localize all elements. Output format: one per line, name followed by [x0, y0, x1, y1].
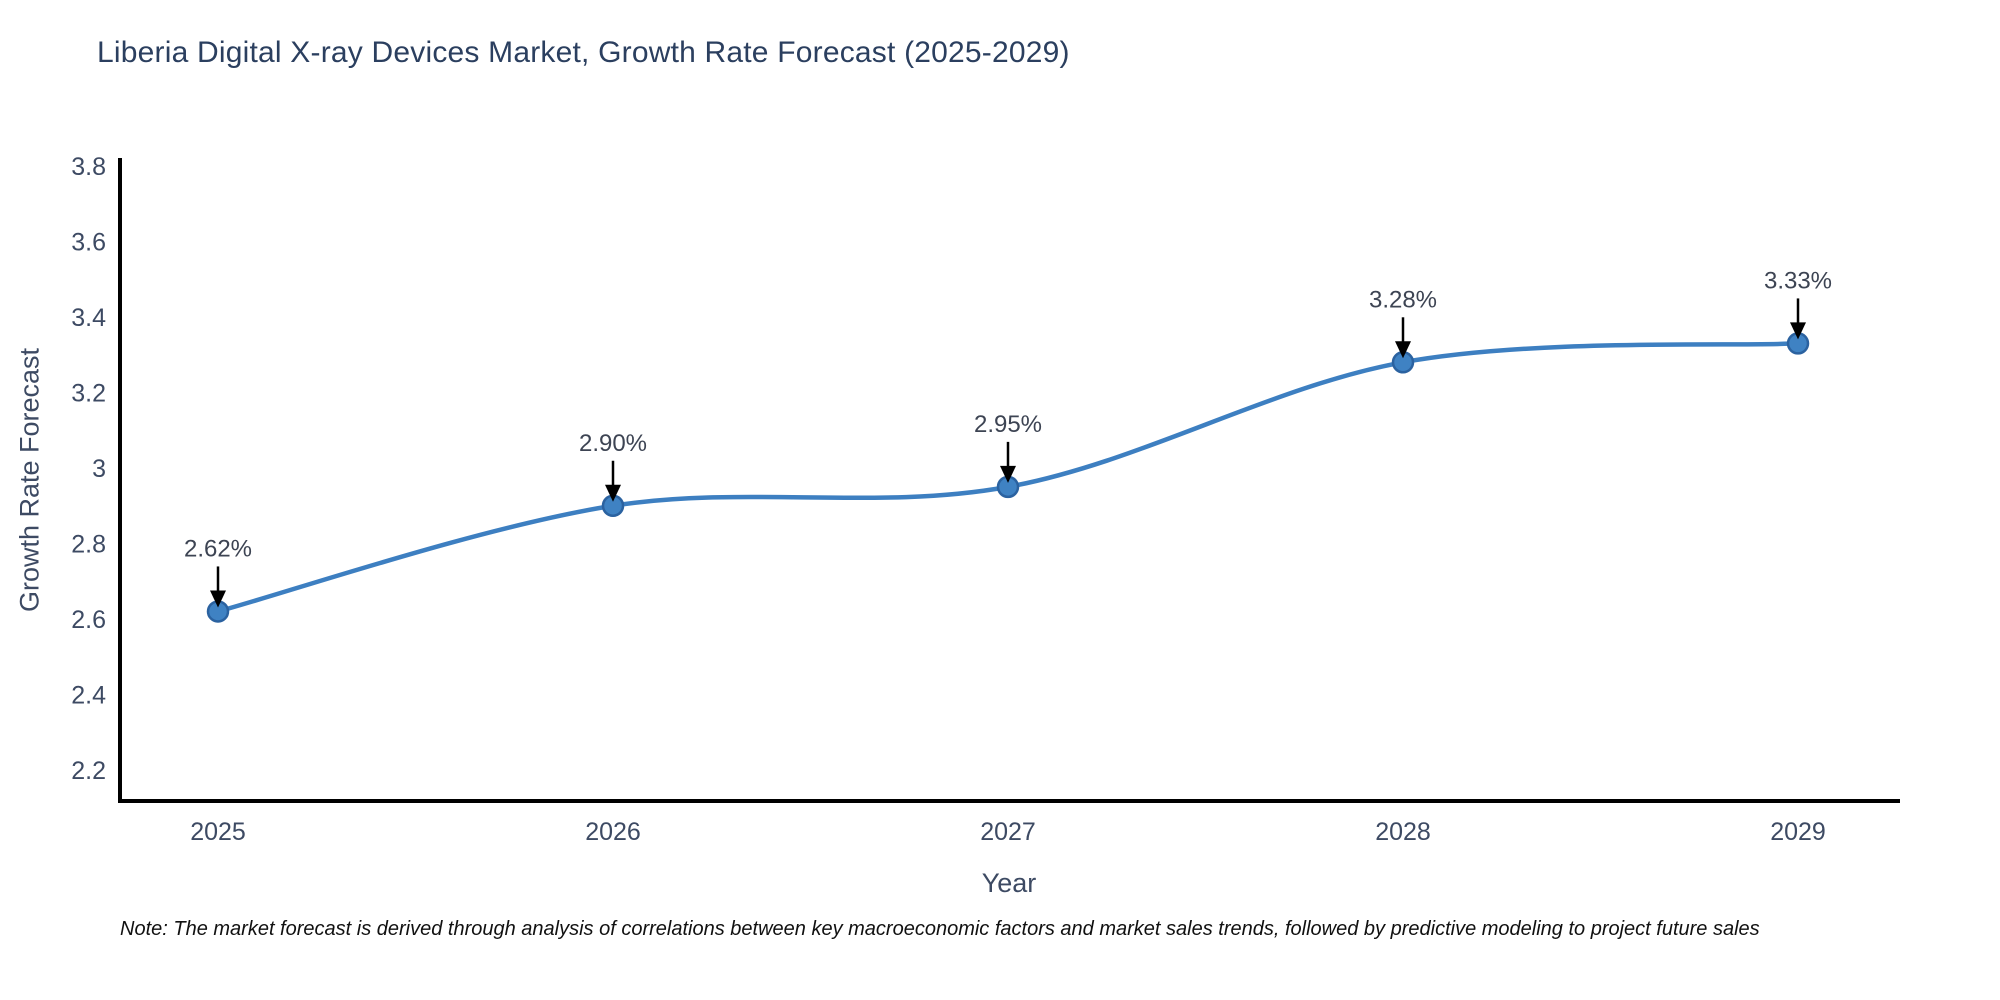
note-text: Note: The market forecast is derived thr…: [120, 918, 1760, 940]
annotation-arrowhead: [210, 590, 226, 608]
y-tick-label: 3: [92, 455, 106, 483]
annotation-arrowhead: [605, 484, 621, 502]
x-tick-label: 2027: [980, 818, 1036, 846]
data-point-label: 3.33%: [1764, 267, 1832, 294]
annotation-arrowhead: [1790, 322, 1806, 340]
data-point-label: 2.62%: [184, 535, 252, 562]
y-tick-label: 2.2: [71, 757, 106, 785]
annotation-arrowhead: [1000, 465, 1016, 483]
annotation-arrowhead: [1395, 341, 1411, 359]
y-tick-label: 3.2: [71, 380, 106, 408]
x-tick-label: 2025: [190, 818, 246, 846]
data-point-label: 3.28%: [1369, 286, 1437, 313]
data-point-label: 2.90%: [579, 430, 647, 457]
x-tick-label: 2029: [1770, 818, 1826, 846]
data-point-label: 2.95%: [974, 411, 1042, 438]
x-tick-label: 2028: [1375, 818, 1431, 846]
y-tick-label: 3.8: [71, 153, 106, 181]
chart-title: Liberia Digital X-ray Devices Market, Gr…: [97, 36, 1070, 69]
y-tick-label: 3.6: [71, 229, 106, 257]
y-tick-label: 2.8: [71, 531, 106, 559]
y-tick-label: 2.6: [71, 606, 106, 634]
x-axis-label: Year: [981, 868, 1037, 898]
y-tick-label: 3.4: [71, 304, 106, 332]
x-tick-label: 2026: [585, 818, 641, 846]
y-axis-label: Growth Rate Forecast: [14, 347, 45, 613]
y-tick-label: 2.4: [71, 682, 106, 710]
